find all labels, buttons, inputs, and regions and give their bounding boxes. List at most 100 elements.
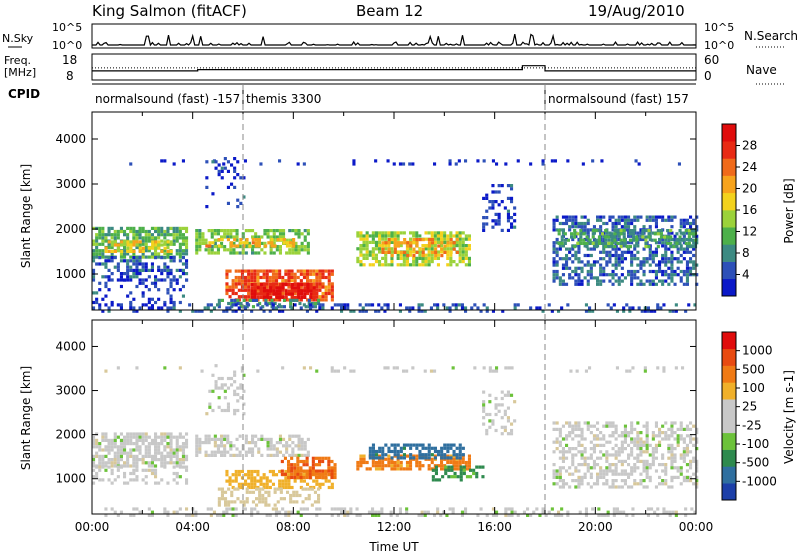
range-cell bbox=[290, 306, 294, 310]
range-cell bbox=[101, 309, 105, 313]
range-cell bbox=[278, 434, 282, 438]
range-cell bbox=[648, 479, 652, 483]
range-cell bbox=[602, 266, 606, 270]
range-cell bbox=[617, 253, 621, 258]
range-cell bbox=[237, 275, 241, 280]
range-cell bbox=[679, 456, 683, 460]
range-cell bbox=[356, 467, 360, 471]
range-cell bbox=[135, 475, 139, 479]
range-cell bbox=[185, 242, 189, 246]
range-cell bbox=[126, 268, 130, 272]
range-cell bbox=[402, 443, 406, 447]
range-cell bbox=[253, 289, 257, 293]
range-cell bbox=[147, 255, 151, 259]
range-cell bbox=[318, 275, 322, 280]
range-cell bbox=[265, 285, 269, 289]
range-cell bbox=[592, 276, 596, 280]
range-cell bbox=[506, 209, 510, 213]
range-cell bbox=[104, 262, 108, 266]
range-cell bbox=[558, 244, 562, 248]
range-cell bbox=[670, 479, 674, 483]
range-cell bbox=[620, 225, 624, 229]
range-cell bbox=[421, 260, 425, 264]
range-cell bbox=[381, 460, 385, 465]
range-cell bbox=[365, 253, 369, 257]
range-cell bbox=[98, 281, 102, 285]
range-cell bbox=[380, 510, 384, 514]
range-cell bbox=[454, 303, 458, 307]
range-cell bbox=[449, 446, 453, 450]
range-cell bbox=[132, 229, 136, 234]
range-cell bbox=[119, 255, 123, 259]
range-cell bbox=[608, 421, 612, 425]
range-cell bbox=[577, 434, 581, 438]
range-cell bbox=[426, 510, 430, 514]
range-cell bbox=[104, 369, 108, 373]
range-cell bbox=[689, 437, 693, 441]
range-cell bbox=[213, 245, 217, 249]
range-cell bbox=[552, 279, 556, 283]
range-cell bbox=[132, 454, 136, 458]
range-cell bbox=[633, 482, 637, 486]
range-cell bbox=[622, 510, 626, 514]
range-cell bbox=[119, 278, 123, 282]
range-cell bbox=[147, 236, 151, 240]
range-cell bbox=[217, 169, 221, 173]
range-cell bbox=[630, 218, 634, 222]
range-cell bbox=[427, 453, 431, 457]
range-cell bbox=[245, 497, 249, 501]
range-cell bbox=[119, 284, 123, 289]
range-cell bbox=[613, 232, 617, 236]
range-cell bbox=[580, 266, 584, 270]
range-cell bbox=[223, 389, 227, 393]
range-cell bbox=[113, 256, 117, 260]
range-cell bbox=[409, 253, 413, 257]
range-cell bbox=[623, 215, 627, 219]
range-cell bbox=[448, 159, 452, 163]
range-cell bbox=[263, 286, 267, 290]
range-cell bbox=[571, 447, 575, 451]
range-cell bbox=[571, 424, 575, 428]
range-cell bbox=[195, 447, 199, 451]
range-cell bbox=[555, 218, 559, 222]
range-cell bbox=[239, 176, 243, 180]
range-cell bbox=[449, 263, 453, 267]
range-cell bbox=[275, 453, 279, 457]
range-cell bbox=[664, 279, 668, 283]
range-cell bbox=[267, 490, 271, 494]
range-cell bbox=[461, 240, 465, 244]
range-cell bbox=[160, 442, 164, 446]
range-cell bbox=[682, 225, 686, 229]
range-cell bbox=[287, 283, 291, 287]
range-cell bbox=[676, 257, 680, 261]
range-cell bbox=[250, 295, 254, 299]
range-cell bbox=[132, 464, 136, 468]
range-cell bbox=[574, 221, 578, 226]
range-cell bbox=[560, 306, 564, 310]
range-cell bbox=[169, 278, 173, 282]
range-cell bbox=[231, 279, 235, 283]
range-cell bbox=[251, 434, 255, 438]
range-cell bbox=[324, 275, 328, 280]
range-cell bbox=[574, 250, 578, 254]
range-cell bbox=[160, 451, 164, 455]
range-cell bbox=[446, 247, 450, 251]
range-cell bbox=[692, 221, 696, 226]
range-cell bbox=[393, 464, 397, 468]
range-cell bbox=[157, 255, 161, 259]
range-cell bbox=[104, 255, 108, 259]
range-cell bbox=[346, 513, 350, 517]
range-cell bbox=[565, 266, 569, 270]
range-cell bbox=[333, 469, 337, 473]
range-cell bbox=[390, 449, 394, 454]
range-cell bbox=[92, 458, 96, 462]
range-cell bbox=[685, 221, 689, 226]
range-cell bbox=[620, 434, 624, 438]
range-cell bbox=[538, 513, 542, 517]
range-cell bbox=[433, 234, 437, 238]
range-cell bbox=[247, 469, 251, 474]
range-cell bbox=[574, 257, 578, 261]
range-cell bbox=[558, 247, 562, 251]
range-cell bbox=[175, 252, 179, 256]
range-cell bbox=[293, 279, 297, 283]
